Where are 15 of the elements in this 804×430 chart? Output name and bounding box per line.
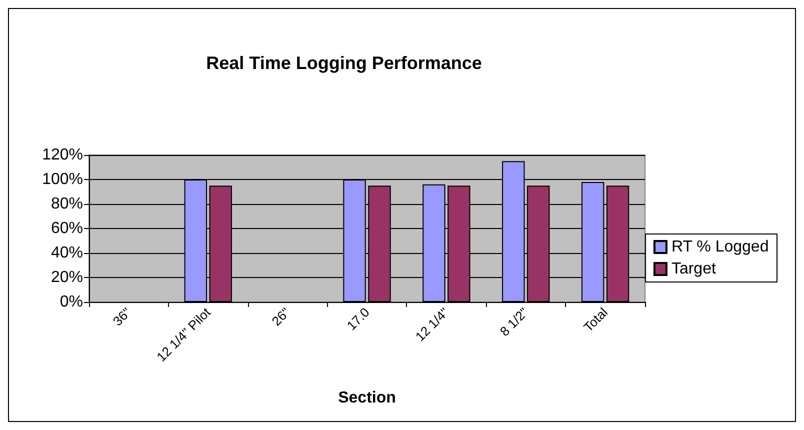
x-tick-label: 36" <box>110 304 134 329</box>
y-tick-label: 100% <box>42 171 83 188</box>
legend-label: RT % Logged <box>671 238 769 256</box>
y-tick-label: 40% <box>50 244 83 262</box>
y-tick-label: 120% <box>42 146 83 164</box>
y-tick-label: 60% <box>50 220 83 237</box>
y-tick-label: 0% <box>60 294 83 310</box>
chart-title: Real Time Logging Performance <box>206 53 482 73</box>
y-tick-label: 20% <box>50 269 83 286</box>
x-tick-label: 12 1/4" <box>412 304 452 344</box>
y-tick-label: 80% <box>50 196 83 212</box>
x-tick-label: 8 1/2" <box>496 304 532 339</box>
x-axis-title: Section <box>338 390 396 406</box>
x-tick-label: 26" <box>268 304 294 329</box>
legend-label: Target <box>671 260 716 278</box>
